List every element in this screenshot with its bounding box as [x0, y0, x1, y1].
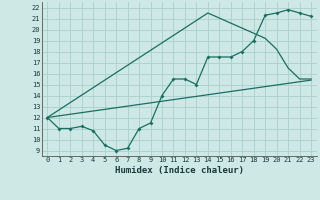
X-axis label: Humidex (Indice chaleur): Humidex (Indice chaleur) [115, 166, 244, 175]
